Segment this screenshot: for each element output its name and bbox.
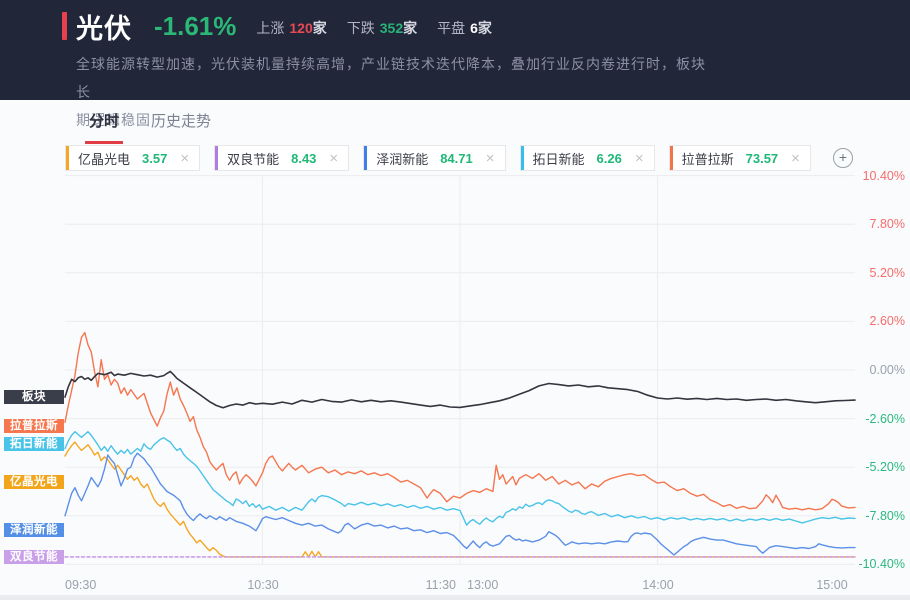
y-axis-label: -7.80%: [865, 509, 905, 523]
stat-unchanged-count: 6: [470, 20, 478, 36]
stat-unchanged-label: 平盘: [437, 20, 466, 36]
chip-color-bar: [66, 146, 69, 170]
add-stock-button[interactable]: +: [832, 148, 853, 168]
chip-stock-price: 6.26: [596, 150, 622, 166]
sector-description-line1: 全球能源转型加速，光伏装机量持续高增，产业链技术迭代降本，叠加行业反内卷进行时，…: [76, 56, 706, 100]
y-axis-label: 10.40%: [862, 169, 905, 183]
y-axis-label: 0.00%: [869, 363, 905, 377]
series-line: [64, 452, 856, 556]
close-icon[interactable]: ×: [329, 149, 339, 167]
stat-advancers-count: 120: [289, 20, 313, 36]
stat-decliners-count: 352: [379, 20, 404, 36]
tab-history[interactable]: 历史走势: [151, 113, 212, 130]
tab-intraday[interactable]: 分时: [85, 100, 124, 144]
x-axis-label: 15:00: [816, 578, 848, 592]
chip-stock-price: 3.57: [142, 150, 168, 166]
chip-color-bar: [669, 146, 673, 170]
stock-chip[interactable]: 拓日新能 6.26 ×: [519, 145, 655, 171]
stat-advancers-label: 上涨: [256, 20, 285, 36]
series-line: [64, 370, 856, 409]
chip-stock-name: 亿晶光电: [78, 151, 131, 167]
stat-advancers: 上涨 120家: [256, 18, 326, 38]
stat-decliners-unit: 家: [403, 20, 418, 36]
chip-stock-price: 8.43: [291, 150, 317, 166]
close-icon[interactable]: ×: [634, 149, 644, 167]
stock-chip[interactable]: 双良节能 8.43 ×: [214, 145, 350, 171]
stat-unchanged-unit: 家: [477, 20, 492, 36]
close-icon[interactable]: ×: [180, 149, 190, 167]
stat-decliners: 下跌 352家: [347, 18, 417, 38]
y-axis-label: -10.40%: [858, 557, 905, 571]
stock-chip[interactable]: 泽润新能 84.71 ×: [363, 145, 506, 171]
series-badge: 亿晶光电: [4, 475, 64, 489]
y-axis-label: 7.80%: [869, 217, 905, 231]
chip-stock-name: 双良节能: [227, 151, 280, 167]
stock-chips-row: 亿晶光电 3.57 × 双良节能 8.43 × 泽润新能 84.71 × 拓日新能 6.26 × 拉普拉…: [65, 145, 853, 171]
x-axis-label: 10:30: [247, 578, 279, 592]
series-badge: 拓日新能: [4, 437, 64, 451]
chip-stock-price: 84.71: [440, 150, 473, 166]
stat-decliners-label: 下跌: [346, 20, 375, 36]
y-axis-label: 2.60%: [869, 314, 905, 328]
y-axis-label: -5.20%: [865, 460, 905, 474]
stock-chip[interactable]: 亿晶光电 3.57 ×: [65, 145, 201, 171]
series-badge: 双良节能: [4, 550, 64, 564]
sector-description: 全球能源转型加速，光伏装机量持续高增，产业链技术迭代降本，叠加行业反内卷进行时，…: [76, 50, 716, 134]
stat-unchanged: 平盘 6家: [437, 18, 492, 38]
series-badge: 泽润新能: [4, 523, 64, 537]
y-axis-label: -2.60%: [865, 412, 905, 426]
sector-description-line2: 期逻辑稳固: [76, 112, 151, 128]
series-line: [64, 331, 856, 511]
sector-header: 光伏 -1.61% 上涨 120家 下跌 352家 平盘 6家 全球能源转型加速，光伏…: [0, 0, 910, 128]
chip-stock-name: 拓日新能: [532, 151, 585, 167]
x-axis-label: 13:00: [467, 578, 499, 592]
x-axis-label: 14:00: [642, 578, 674, 592]
y-axis-label: 5.20%: [869, 266, 905, 280]
series-badge: 拉普拉斯: [4, 419, 64, 433]
x-axis-label: 11:30: [425, 578, 456, 592]
bottom-divider: [0, 595, 910, 600]
sector-change-percent: -1.61%: [154, 10, 237, 41]
close-icon[interactable]: ×: [485, 149, 495, 167]
stock-chip[interactable]: 拉普拉斯 73.57 ×: [668, 145, 811, 171]
close-icon[interactable]: ×: [791, 149, 800, 167]
x-axis-label: 09:30: [65, 578, 97, 592]
stat-advancers-unit: 家: [312, 20, 327, 36]
title-accent-bar: [62, 12, 67, 40]
series-badge: 板块: [4, 390, 64, 404]
breadth-stats: 上涨 120家 下跌 352家 平盘 6家: [256, 14, 492, 38]
chip-stock-name: 拉普拉斯: [681, 151, 734, 167]
sector-title: 光伏: [76, 13, 132, 44]
series-line: [64, 431, 856, 526]
chip-color-bar: [364, 146, 368, 170]
chip-stock-price: 73.57: [745, 150, 779, 166]
chart-tabs: 分时 历史走势: [0, 100, 910, 144]
chip-color-bar: [520, 146, 524, 170]
chip-stock-name: 泽润新能: [376, 151, 429, 167]
chip-color-bar: [215, 146, 219, 170]
